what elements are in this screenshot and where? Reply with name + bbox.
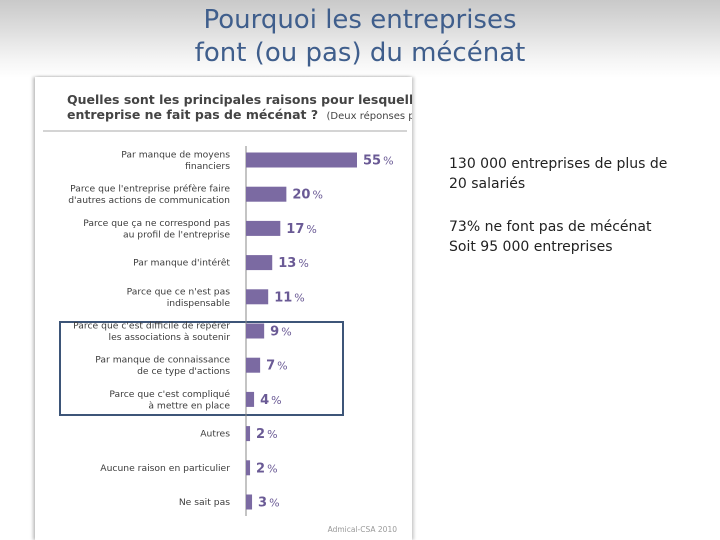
notes: 130 000 entreprises de plus de 20 salari… (449, 154, 709, 257)
value-label: 17% (286, 222, 317, 237)
chart-title-note: (Deux réponses possibles) (327, 110, 413, 122)
value-label: 13% (278, 256, 309, 271)
chart-image: Quelles sont les principales raisons pou… (35, 77, 412, 540)
highlight-box (59, 321, 344, 416)
value-label: 11% (274, 290, 305, 305)
note-line-1: 130 000 entreprises de plus de (449, 156, 668, 172)
chart-title-question: entreprise ne fait pas de mécénat ? (67, 107, 318, 122)
chart-source: Admical-CSA 2010 (328, 525, 398, 534)
value-label: 3% (258, 496, 280, 511)
note-line-4: Soit 95 000 entreprises (449, 239, 613, 255)
note-line-2: 20 salariés (449, 176, 526, 192)
bar (246, 152, 357, 168)
value-label: 4% (260, 393, 282, 408)
value-label: 55% (363, 154, 394, 169)
bar-chart: Quelles sont les principales raisons pou… (43, 92, 412, 534)
category-label: Par manque de connaissance de ce type d'a… (95, 355, 230, 378)
chart-title-line-1: Quelles sont les principales raisons pou… (67, 92, 412, 107)
bar (246, 357, 261, 373)
slide-title: Pourquoi les entreprises font (ou pas) d… (0, 4, 720, 70)
bar (246, 494, 253, 510)
category-label: Parce que l'entreprise préfère faire d'au… (68, 184, 230, 207)
slide-title-line-2: font (ou pas) du mécénat (194, 38, 526, 68)
category-label: Aucune raison en particulier (100, 463, 230, 474)
category-label: Ne sait pas (179, 497, 230, 508)
value-label: 7% (266, 359, 288, 374)
bar (246, 186, 287, 202)
category-label: Par manque de moyens financiers (121, 150, 230, 173)
bar (246, 255, 273, 271)
value-label: 20% (292, 188, 323, 203)
note-line-3: 73% ne font pas de mécénat (449, 219, 652, 235)
bar (246, 460, 251, 476)
bar (246, 391, 255, 407)
chart-marks: Par manque de moyens financiers 55 % Parce q… (68, 146, 394, 516)
category-label: Parce que c'est compliqué à mettre en pla… (109, 389, 230, 412)
chart-title-line-2: entreprise ne fait pas de mécénat ? (Deu… (67, 107, 412, 122)
category-label: Parce que ça ne correspond pas au profil … (83, 218, 230, 241)
category-label: Parce que ce n'est pas indispensable (127, 286, 231, 309)
bar (246, 426, 251, 442)
value-label: 2% (256, 461, 278, 476)
bar (246, 289, 269, 305)
slide-title-line-1: Pourquoi les entreprises (203, 5, 517, 35)
category-label: Par manque d'intérêt (133, 258, 230, 269)
value-label: 2% (256, 427, 278, 442)
value-label: 9% (270, 325, 292, 340)
bar (246, 323, 265, 339)
category-label: Autres (200, 429, 230, 440)
category-label: Parce que c'est difficile de repérer les … (73, 321, 230, 344)
bar (246, 220, 281, 236)
slide-header: Pourquoi les entreprises font (ou pas) d… (0, 0, 720, 78)
